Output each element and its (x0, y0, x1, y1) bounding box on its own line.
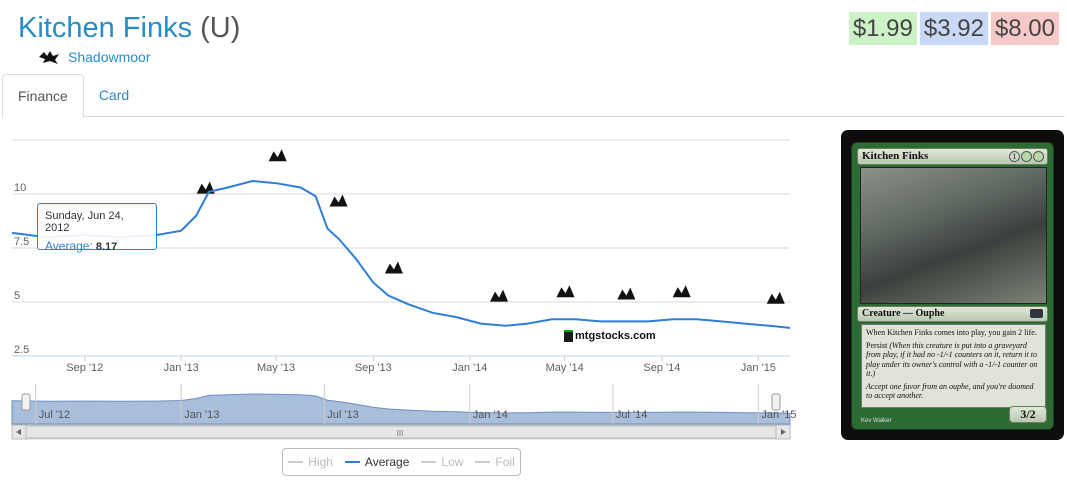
navigator-label: Jan '14 (473, 409, 508, 421)
y-tick-label: 5 (14, 290, 20, 302)
journey-into-nyx-icon (556, 285, 575, 298)
scroll-right-icon (781, 429, 786, 435)
watermark: mtgstocks.com (564, 330, 656, 342)
x-tick-label: Sep '14 (643, 362, 680, 374)
average-series-line (11, 179, 791, 329)
mana-cost: 1 (1009, 151, 1044, 162)
x-tick-label: May '14 (546, 362, 584, 374)
x-tick-label: Sep '13 (355, 362, 392, 374)
y-tick-label: 2.5 (14, 344, 29, 356)
set-release-markers (196, 149, 785, 304)
x-tick-label: Jan '13 (164, 362, 199, 374)
khans-of-tarkir-icon (672, 285, 691, 298)
theros-icon (384, 261, 403, 274)
scrollbar-grip: III (397, 429, 404, 438)
navigator-label: Jul '13 (327, 409, 358, 421)
set-link[interactable]: Shadowmoor (38, 49, 151, 65)
card-rules-text: When Kitchen Finks comes into play, you … (861, 324, 1046, 408)
legend-swatch (344, 461, 360, 463)
flavor-text: Accept one favor from an ouphe, and you'… (866, 381, 1034, 401)
card-name-bar: Kitchen Finks 1 (857, 148, 1048, 165)
magic-2015-icon (617, 287, 636, 300)
set-symbol-icon (1030, 309, 1043, 318)
card-image: Kitchen Finks 1 Creature — Ouphe When Ki… (851, 142, 1054, 430)
navigator-labels: Jul '12 Jan '13 Jul '13 Jan '14 Jul '14 Jan '… (35, 384, 797, 424)
set-name[interactable]: Shadowmoor (68, 49, 151, 65)
tab-bar: Finance Card (2, 74, 1065, 118)
navigator-label: Jul '12 (39, 409, 70, 421)
tab-card[interactable]: Card (98, 87, 130, 103)
legend-foil[interactable]: Foil (475, 455, 515, 469)
x-tick-label: Jan '14 (452, 362, 487, 374)
legend-low[interactable]: Low (421, 455, 463, 469)
price-chart[interactable]: 2.5 5 7.5 10 Sep '12 Jan '13 May '13 Sep '13 Ja… (0, 128, 800, 448)
dragons-maze-icon (268, 149, 287, 162)
navigator-label: Jul '14 (616, 409, 647, 421)
legend-swatch (475, 461, 491, 463)
mana-symbol-hybrid-icon (1033, 151, 1044, 162)
watermark-text: mtgstocks.com (575, 330, 656, 342)
chart-tooltip: Sunday, Jun 24, 2012 Average: 8.17 (37, 203, 157, 253)
price-high: $8.00 (990, 12, 1059, 45)
x-tick-label: Jan '15 (741, 362, 776, 374)
price-low: $1.99 (848, 12, 917, 45)
legend-swatch (421, 461, 437, 463)
card-image-frame: Kitchen Finks 1 Creature — Ouphe When Ki… (841, 130, 1064, 440)
scrollbar: III (11, 424, 791, 440)
mtgstocks-logo-icon (564, 330, 573, 342)
navigator-label: Jan '15 (761, 409, 796, 421)
y-tick-label: 7.5 (14, 236, 29, 248)
power-toughness: 3/2 (1009, 406, 1047, 423)
legend-swatch (288, 461, 304, 463)
chart-legend: High Average Low Foil (282, 448, 521, 476)
navigator: Jul '12 Jan '13 Jul '13 Jan '14 Jul '14 Jan '… (11, 384, 797, 426)
x-tick-label: Sep '12 (66, 362, 103, 374)
y-tick-label: 10 (14, 182, 26, 194)
tab-finance[interactable]: Finance (2, 74, 84, 118)
navigator-label: Jan '13 (184, 409, 219, 421)
tooltip-value: 8.17 (95, 241, 118, 253)
shadowmoor-set-icon (39, 51, 59, 64)
scroll-left-icon (16, 429, 21, 435)
navigator-left-handle (21, 393, 31, 411)
navigator-area (11, 393, 791, 425)
card-artist: Kev Walker (861, 418, 892, 424)
card-type-line: Creature — Ouphe (857, 306, 1048, 322)
mana-symbol-hybrid-icon (1021, 151, 1032, 162)
x-axis-labels: Sep '12 Jan '13 May '13 Sep '13 Jan '14 May '… (66, 356, 776, 374)
page-title: Kitchen Finks (U) (18, 10, 240, 46)
navigator-right-handle (771, 393, 781, 411)
card-art (860, 167, 1047, 304)
price-badges: $1.99 $3.92 $8.00 (848, 12, 1059, 45)
mana-symbol-generic: 1 (1009, 151, 1020, 162)
magic-2014-icon (329, 194, 348, 207)
legend-average[interactable]: Average (344, 455, 409, 469)
price-average: $3.92 (919, 12, 988, 45)
fate-reforged-icon (766, 291, 785, 304)
rarity-label: (U) (200, 12, 241, 44)
legend-high[interactable]: High (288, 455, 333, 469)
tooltip-date: Sunday, Jun 24, 2012 (45, 210, 124, 234)
y-axis-labels: 2.5 5 7.5 10 (14, 182, 29, 356)
tooltip-series: Average: (45, 239, 93, 253)
x-tick-label: May '13 (257, 362, 295, 374)
card-name: Kitchen Finks (18, 12, 193, 44)
born-of-the-gods-icon (490, 289, 509, 302)
